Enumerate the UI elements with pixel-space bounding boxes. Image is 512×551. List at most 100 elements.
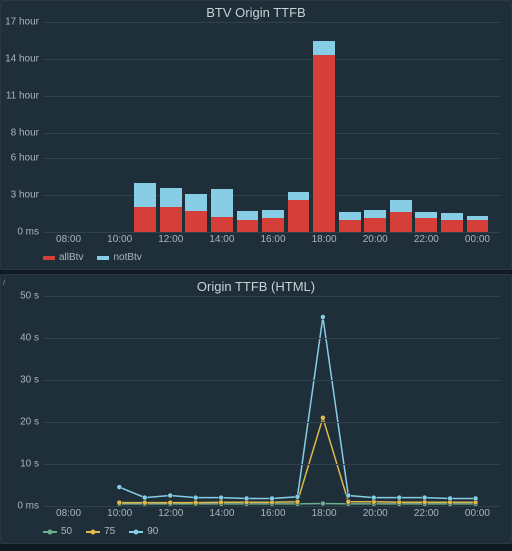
line-marker-p75[interactable] (422, 500, 427, 505)
bar-segment-notbtv (441, 213, 463, 219)
origin-ttfb-html-panel: i Origin TTFB (HTML) 0 ms10 s20 s30 s40 … (0, 274, 512, 544)
line-chart-legend: 50 75 90 (1, 522, 511, 543)
legend-item-p50[interactable]: 50 (43, 526, 72, 537)
bar-group[interactable] (185, 194, 207, 232)
bar-segment-allbtv (160, 207, 182, 232)
panel-title: Origin TTFB (HTML) (1, 275, 511, 296)
line-marker-p90[interactable] (295, 494, 300, 499)
bar-segment-notbtv (288, 192, 310, 199)
bar-group[interactable] (415, 212, 437, 232)
bar-segment-allbtv (134, 207, 156, 232)
line-marker-p90[interactable] (193, 495, 198, 500)
bar-chart-x-axis: 08:0010:0012:0014:0016:0018:0020:0022:00… (43, 232, 501, 248)
line-marker-p75[interactable] (346, 499, 351, 504)
line-marker-p75[interactable] (295, 499, 300, 504)
bar-group[interactable] (262, 210, 284, 232)
bar-segment-allbtv (211, 217, 233, 232)
legend-swatch (86, 531, 100, 533)
line-marker-p75[interactable] (142, 500, 147, 505)
y-tick-label: 11 hour (1, 91, 39, 102)
bar-segment-notbtv (134, 183, 156, 208)
x-tick-label: 20:00 (363, 508, 388, 519)
line-series-p90[interactable] (119, 317, 475, 498)
x-tick-label: 12:00 (158, 234, 183, 245)
bar-chart-plot: 0 ms3 hour6 hour8 hour11 hour14 hour17 h… (43, 22, 501, 232)
line-marker-p90[interactable] (448, 496, 453, 501)
line-chart-x-axis: 08:0010:0012:0014:0016:0018:0020:0022:00… (43, 506, 501, 522)
line-marker-p90[interactable] (473, 496, 478, 501)
legend-item-allBtv[interactable]: allBtv (43, 252, 83, 263)
x-tick-label: 08:00 (56, 234, 81, 245)
line-marker-p75[interactable] (117, 500, 122, 505)
x-tick-label: 16:00 (260, 508, 285, 519)
bar-group[interactable] (441, 213, 463, 232)
x-tick-label: 14:00 (209, 508, 234, 519)
bar-group[interactable] (211, 189, 233, 232)
info-icon[interactable]: i (3, 277, 5, 287)
bar-segment-allbtv (262, 218, 284, 232)
y-tick-label: 0 ms (1, 501, 39, 512)
panel-title: BTV Origin TTFB (1, 1, 511, 22)
line-marker-p75[interactable] (320, 415, 325, 420)
gridline (43, 422, 501, 423)
line-marker-p90[interactable] (219, 495, 224, 500)
gridline (43, 158, 501, 159)
line-marker-p75[interactable] (219, 500, 224, 505)
y-tick-label: 14 hour (1, 54, 39, 65)
bar-segment-allbtv (467, 220, 489, 232)
bar-segment-notbtv (467, 216, 489, 220)
line-marker-p90[interactable] (168, 493, 173, 498)
line-marker-p75[interactable] (193, 500, 198, 505)
line-marker-p90[interactable] (244, 496, 249, 501)
line-marker-p90[interactable] (422, 495, 427, 500)
bar-segment-notbtv (339, 212, 361, 219)
bar-segment-allbtv (237, 220, 259, 232)
bar-group[interactable] (467, 216, 489, 232)
legend-label: notBtv (113, 252, 141, 263)
legend-swatch (43, 256, 55, 260)
bar-group[interactable] (134, 183, 156, 232)
x-tick-label: 10:00 (107, 508, 132, 519)
legend-item-p75[interactable]: 75 (86, 526, 115, 537)
line-series-p75[interactable] (119, 418, 475, 503)
bar-group[interactable] (160, 188, 182, 232)
line-marker-p75[interactable] (168, 500, 173, 505)
x-tick-label: 22:00 (414, 508, 439, 519)
y-tick-label: 30 s (1, 375, 39, 386)
line-marker-p90[interactable] (270, 496, 275, 501)
legend-item-p90[interactable]: 90 (129, 526, 158, 537)
line-marker-p75[interactable] (397, 500, 402, 505)
gridline (43, 338, 501, 339)
bar-group[interactable] (313, 41, 335, 232)
x-tick-label: 22:00 (414, 234, 439, 245)
legend-label: 50 (61, 526, 72, 537)
line-marker-p90[interactable] (397, 495, 402, 500)
bar-segment-allbtv (441, 220, 463, 232)
y-tick-label: 20 s (1, 417, 39, 428)
bar-group[interactable] (237, 211, 259, 232)
x-tick-label: 12:00 (158, 508, 183, 519)
bar-segment-notbtv (313, 41, 335, 56)
x-tick-label: 00:00 (465, 234, 490, 245)
x-tick-label: 16:00 (260, 234, 285, 245)
bar-group[interactable] (339, 212, 361, 232)
bar-group[interactable] (364, 210, 386, 232)
bar-segment-allbtv (288, 200, 310, 232)
legend-swatch (97, 256, 109, 260)
bar-group[interactable] (288, 192, 310, 232)
line-marker-p90[interactable] (117, 485, 122, 490)
bar-segment-notbtv (262, 210, 284, 219)
line-marker-p90[interactable] (371, 495, 376, 500)
bar-segment-allbtv (390, 212, 412, 232)
line-marker-p90[interactable] (320, 315, 325, 320)
y-tick-label: 17 hour (1, 17, 39, 28)
y-tick-label: 10 s (1, 459, 39, 470)
bar-group[interactable] (390, 200, 412, 232)
legend-swatch (43, 531, 57, 533)
legend-item-notBtv[interactable]: notBtv (97, 252, 141, 263)
line-marker-p90[interactable] (142, 495, 147, 500)
line-marker-p90[interactable] (346, 493, 351, 498)
gridline (43, 59, 501, 60)
x-tick-label: 18:00 (312, 234, 337, 245)
gridline (43, 133, 501, 134)
